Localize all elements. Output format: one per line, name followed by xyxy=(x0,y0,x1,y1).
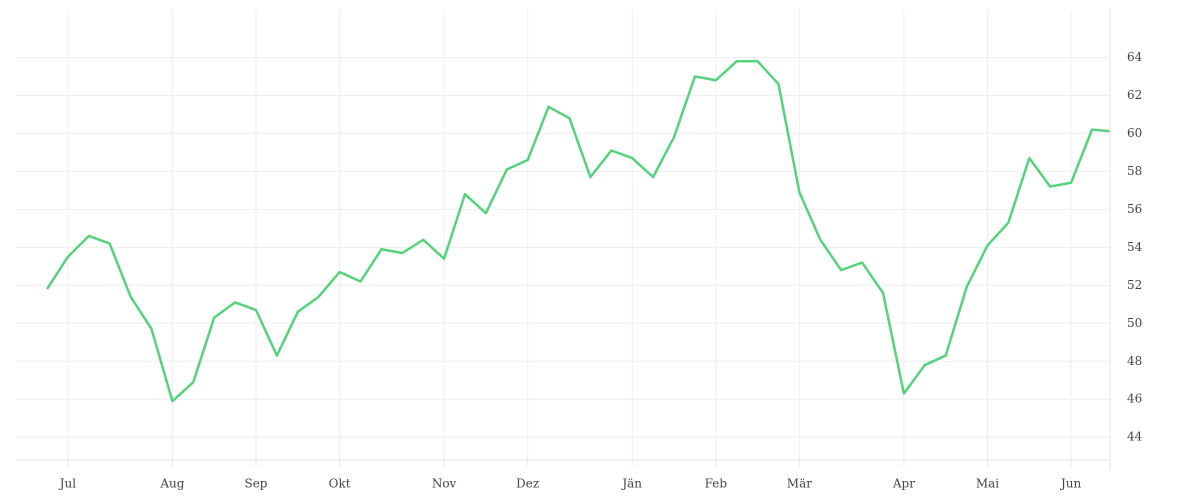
x-tick-label: Mär xyxy=(787,477,812,491)
x-tick-label: Okt xyxy=(329,477,351,491)
x-tick-label: Jul xyxy=(58,477,77,491)
x-tick-label: Sep xyxy=(244,477,267,491)
y-tick-label: 58 xyxy=(1127,164,1142,178)
y-tick-label: 50 xyxy=(1127,316,1142,330)
x-tick-label: Apr xyxy=(892,477,915,491)
x-tick-label: Aug xyxy=(159,477,184,491)
x-tick-label: Mai xyxy=(976,477,999,491)
y-tick-label: 56 xyxy=(1127,202,1142,216)
data-line xyxy=(45,60,1110,403)
y-tick-label: 46 xyxy=(1127,392,1142,406)
plot-area xyxy=(45,60,1110,403)
x-tick-label: Dez xyxy=(516,477,539,491)
y-tick-label: 60 xyxy=(1127,126,1142,140)
x-tick-label: Nov xyxy=(432,477,457,491)
x-tick-label: Jun xyxy=(1059,477,1082,491)
x-tick-label: Jän xyxy=(620,477,642,491)
y-tick-label: 62 xyxy=(1127,88,1142,102)
y-tick-label: 44 xyxy=(1127,430,1143,444)
y-tick-label: 54 xyxy=(1127,240,1143,254)
y-tick-label: 48 xyxy=(1127,354,1142,368)
grid xyxy=(16,10,1110,460)
y-tick-label: 64 xyxy=(1127,50,1143,64)
y-tick-label: 52 xyxy=(1127,278,1142,292)
x-tick-label: Feb xyxy=(705,477,728,491)
